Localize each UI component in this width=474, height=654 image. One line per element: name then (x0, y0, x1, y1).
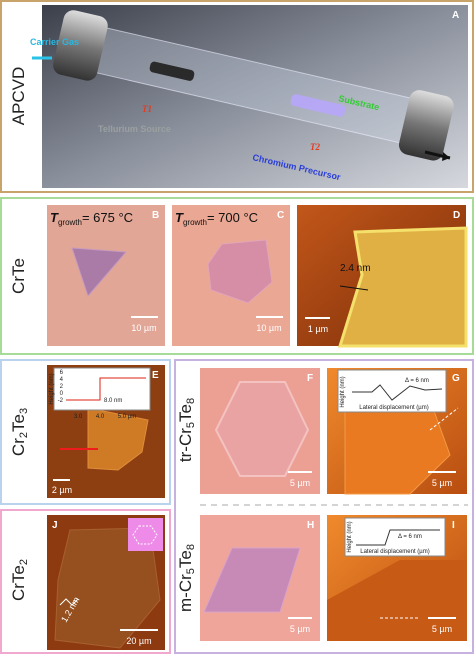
text-part: 8 (185, 544, 197, 550)
inset-tick: 5.0 µm (118, 414, 136, 420)
outlet-arrow-head (442, 152, 450, 161)
scale-bar-label: 10 µm (131, 323, 156, 333)
text-part: Te (9, 414, 28, 432)
panel-g: Height (nm) Lateral displacement (µm) Δ … (327, 368, 467, 495)
inset-tick: 2 (60, 384, 64, 390)
text-part: m-Cr (176, 574, 195, 612)
scale-bar-label: 5 µm (290, 478, 310, 488)
panel-letter: H (307, 520, 314, 531)
panel-letter: F (307, 373, 313, 384)
text-part: 5 (185, 422, 197, 428)
text-part: tr-Cr (176, 428, 195, 462)
text-part: Cr (9, 438, 28, 456)
side-label: CrTe (9, 258, 28, 294)
text-part: T (50, 210, 59, 225)
text-part: Te (176, 550, 195, 568)
inset-delta: Δ = 6 nm (405, 378, 429, 384)
panel-j: 1.2 nm 20 µm J (47, 515, 165, 650)
panel-letter: J (52, 520, 58, 531)
panel-d: 2.4 nm 1 µm D (297, 205, 468, 348)
panel-h: 5 µm H (200, 515, 320, 641)
side-label: Cr2Te3 (9, 408, 30, 456)
inset-axis-label: Lateral displacement (µm) (360, 549, 429, 555)
scale-bar-label: 10 µm (256, 323, 281, 333)
text-part: T (175, 210, 184, 225)
inset-delta: Δ = 6 nm (398, 534, 422, 540)
inset-tick: 0 (60, 391, 64, 397)
panel-letter: G (452, 373, 460, 384)
text-part: 3 (18, 408, 30, 414)
scale-bar-label: 2 µm (52, 485, 72, 495)
text-part: 2 (18, 559, 30, 565)
inset-tick: 4 (60, 377, 64, 383)
panel-letter: D (453, 210, 460, 221)
text-part: 5 (185, 568, 197, 574)
text-part: = 700 °C (207, 210, 258, 225)
panel-e: 6 4 2 0 -2 Height (nm) 8.0 nm 3.0 4.0 5.… (47, 365, 165, 498)
inset-tick: 6 (60, 370, 64, 376)
step-height: 2.4 nm (340, 263, 371, 274)
inset-axis-label: Height (nm) (347, 521, 353, 552)
panel-i: Height (nm) Lateral displacement (µm) Δ … (327, 515, 467, 641)
inset-axis-label: Lateral displacement (µm) (359, 405, 428, 411)
label-t2: T2 (310, 142, 320, 152)
scale-bar-label: 5 µm (432, 624, 452, 634)
label-t1: T1 (142, 104, 152, 114)
scale-bar-label: 20 µm (126, 636, 151, 646)
inset-axis-label: Height (nm) (49, 373, 55, 404)
panel-letter: I (452, 520, 455, 531)
panel-c: 10 µm C (172, 205, 290, 346)
growth-temp: Tgrowth= 675 °C (50, 210, 133, 227)
tube (53, 10, 454, 161)
scale-bar-label: 5 µm (432, 478, 452, 488)
inset-tick: 3.0 (74, 414, 83, 420)
side-label: m-Cr5Te8 (176, 544, 197, 612)
panel-b: 10 µm B (47, 205, 165, 346)
text-part: = 675 °C (82, 210, 133, 225)
label-tellurium-source: Tellurium Source (98, 124, 171, 134)
side-label: tr-Cr5Te8 (176, 398, 197, 462)
panel-letter: C (277, 210, 284, 221)
side-label: CrTe2 (9, 559, 30, 601)
panel-f: 5 µm F (200, 368, 320, 494)
scale-bar-label: 5 µm (290, 624, 310, 634)
panel-letter: B (152, 210, 159, 221)
text-part: growth (183, 218, 207, 227)
text-part: CrTe (9, 565, 28, 601)
inset-axis-label: Height (nm) (340, 376, 346, 407)
inset-step: 8.0 nm (104, 398, 122, 404)
text-part: 2 (18, 432, 30, 438)
inset-tick: -2 (58, 398, 64, 404)
panel-letter: E (152, 370, 159, 381)
side-label: APCVD (9, 67, 28, 126)
text-part: 8 (185, 398, 197, 404)
label-carrier-gas: Carrier Gas (30, 37, 79, 47)
growth-temp: Tgrowth= 700 °C (175, 210, 258, 227)
text-part: growth (58, 218, 82, 227)
inset-tick: 4.0 (96, 414, 105, 420)
scale-bar-label: 1 µm (308, 324, 328, 334)
panel-a-image (42, 5, 468, 188)
panel-letter: A (452, 10, 459, 21)
text-part: Te (176, 404, 195, 422)
